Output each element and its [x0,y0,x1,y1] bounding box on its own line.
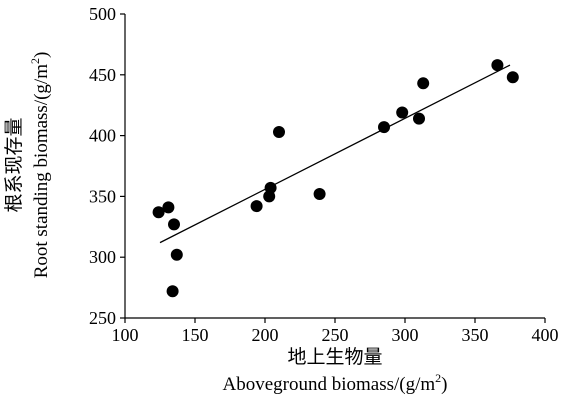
x-axis-label-en: Aboveground biomass/(g/m2) [222,371,447,395]
data-point [162,201,175,214]
y-tick-label: 500 [89,4,116,24]
data-points [152,59,519,298]
x-axis-ticks: 100 150 200 250 300 350 400 [112,318,559,345]
data-point [396,106,409,119]
data-point [170,248,183,261]
x-tick-label: 100 [112,325,139,345]
x-tick-label: 350 [462,325,489,345]
data-point [264,181,277,194]
y-axis-ticks: 250 300 350 400 450 500 [89,4,125,328]
data-point [506,71,519,84]
data-point [273,125,285,138]
x-axis-label-superscript: 2 [435,371,441,385]
data-point [152,206,165,219]
data-point [250,200,263,213]
y-axis-label-cn: 根系现存量 [3,117,25,212]
x-axis-label-cn: 地上生物量 [287,346,382,368]
x-tick-label: 300 [392,325,419,345]
y-axis-label-en-text: Root standing biomass/(g/m [31,64,52,279]
data-point [166,285,179,298]
x-axis-label-close: ) [441,374,447,395]
y-tick-label: 350 [89,186,116,206]
data-point [417,77,430,90]
x-tick-label: 150 [182,325,209,345]
data-point [168,218,180,231]
x-axis-label-en-text: Aboveground biomass/(g/m [222,374,435,395]
data-point [491,59,504,72]
y-axis-label-en: Root standing biomass/(g/m2) [28,52,52,279]
y-tick-label: 300 [89,247,116,267]
y-tick-label: 250 [89,308,116,328]
data-point [413,112,425,125]
x-tick-label: 200 [252,325,279,345]
trend-line [159,64,511,244]
y-axis-label-superscript: 2 [28,58,42,64]
x-tick-label: 250 [322,325,349,345]
plot-area: 100 150 200 250 300 350 400 250 300 350 400 450 500 [89,4,559,345]
y-tick-label: 400 [89,126,116,146]
data-point [378,121,390,134]
y-axis-label-close: ) [31,52,52,58]
data-point [313,187,326,200]
x-tick-label: 400 [532,325,559,345]
y-tick-label: 450 [89,65,116,85]
